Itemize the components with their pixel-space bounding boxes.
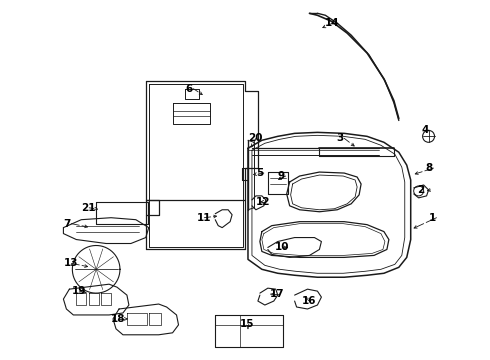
Text: 19: 19 bbox=[72, 286, 86, 296]
Text: 17: 17 bbox=[270, 289, 284, 299]
Text: 2: 2 bbox=[416, 185, 424, 195]
Text: 18: 18 bbox=[111, 314, 125, 324]
Text: 5: 5 bbox=[256, 168, 263, 178]
Text: 11: 11 bbox=[196, 213, 211, 223]
Text: 16: 16 bbox=[301, 296, 316, 306]
Text: 6: 6 bbox=[185, 84, 193, 94]
Text: 8: 8 bbox=[426, 163, 433, 173]
Text: 21: 21 bbox=[81, 203, 96, 213]
Text: 3: 3 bbox=[336, 133, 343, 143]
Text: 7: 7 bbox=[63, 219, 71, 229]
Text: 1: 1 bbox=[429, 213, 436, 223]
Text: 9: 9 bbox=[278, 171, 285, 181]
Text: 13: 13 bbox=[63, 258, 78, 268]
Text: 14: 14 bbox=[324, 18, 339, 28]
Text: 10: 10 bbox=[275, 243, 289, 252]
Text: 4: 4 bbox=[421, 125, 429, 135]
Text: 15: 15 bbox=[240, 319, 254, 329]
Text: 12: 12 bbox=[256, 197, 270, 207]
Text: 20: 20 bbox=[248, 133, 263, 143]
